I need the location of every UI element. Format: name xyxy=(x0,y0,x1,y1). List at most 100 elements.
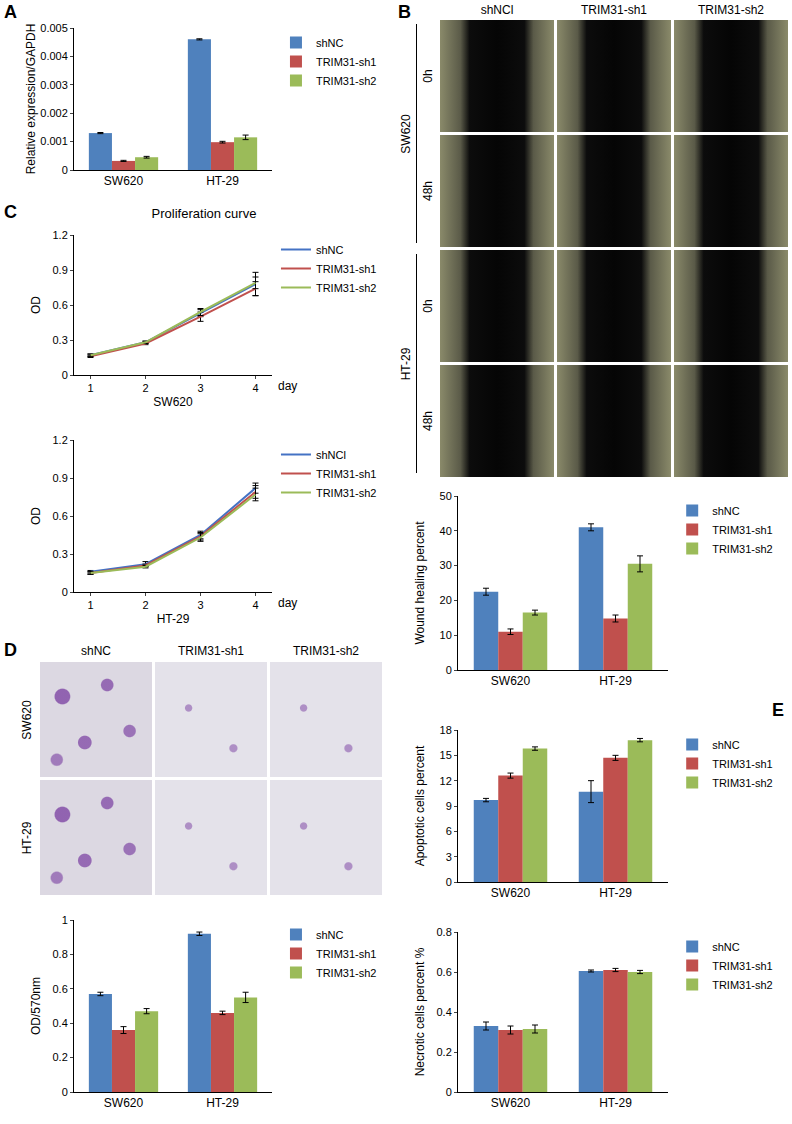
svg-text:1.2: 1.2 xyxy=(53,229,68,241)
svg-text:0.9: 0.9 xyxy=(53,472,68,484)
svg-text:Apoptotic cells percent: Apoptotic cells percent xyxy=(413,745,427,866)
svg-text:HT-29: HT-29 xyxy=(599,674,632,688)
svg-text:TRIM31-sh2: TRIM31-sh2 xyxy=(712,979,773,991)
svg-text:0: 0 xyxy=(62,164,68,176)
svg-text:0.3: 0.3 xyxy=(53,334,68,346)
svg-text:10: 10 xyxy=(440,629,452,641)
svg-text:0: 0 xyxy=(62,1086,68,1098)
svg-text:day: day xyxy=(278,379,297,393)
svg-text:30: 30 xyxy=(440,559,452,571)
svg-text:0: 0 xyxy=(62,586,68,598)
svg-text:0.002: 0.002 xyxy=(40,107,68,119)
svg-text:TRIM31-sh1: TRIM31-sh1 xyxy=(316,56,377,68)
svg-text:HT-29: HT-29 xyxy=(599,886,632,900)
svg-text:12: 12 xyxy=(440,775,452,787)
svg-text:1.2: 1.2 xyxy=(53,434,68,446)
svg-text:0.8: 0.8 xyxy=(437,926,452,938)
svg-text:TRIM31-sh2: TRIM31-sh2 xyxy=(712,543,773,555)
html-text:0h: 0h xyxy=(421,69,435,83)
svg-text:HT-29: HT-29 xyxy=(599,1096,632,1110)
svg-text:0.6: 0.6 xyxy=(53,983,68,995)
svg-text:20: 20 xyxy=(440,594,452,606)
svg-text:3: 3 xyxy=(197,599,203,611)
svg-text:4: 4 xyxy=(252,382,258,394)
svg-text:TRIM31-sh2: TRIM31-sh2 xyxy=(316,487,377,499)
svg-text:40: 40 xyxy=(440,525,452,537)
svg-text:OD: OD xyxy=(29,507,43,525)
svg-text:0.6: 0.6 xyxy=(437,966,452,978)
html-text:48h: 48h xyxy=(421,181,435,201)
svg-text:TRIM31-sh1: TRIM31-sh1 xyxy=(316,263,377,275)
html-text:TRIM31-sh2: TRIM31-sh2 xyxy=(698,3,764,17)
svg-text:TRIM31-sh1: TRIM31-sh1 xyxy=(712,960,773,972)
svg-text:SW620: SW620 xyxy=(491,1096,531,1110)
html-text:SW620: SW620 xyxy=(398,113,412,154)
svg-text:OD/570nm: OD/570nm xyxy=(29,977,43,1035)
svg-text:0.9: 0.9 xyxy=(53,264,68,276)
svg-text:Necrotic cells percent %: Necrotic cells percent % xyxy=(413,947,427,1076)
svg-text:HT-29: HT-29 xyxy=(206,174,239,188)
svg-text:TRIM31-sh1: TRIM31-sh1 xyxy=(316,948,377,960)
svg-text:shNCl: shNCl xyxy=(316,449,346,461)
svg-text:0.4: 0.4 xyxy=(437,1006,452,1018)
svg-text:shNC: shNC xyxy=(316,244,344,256)
svg-text:3: 3 xyxy=(197,382,203,394)
svg-text:18: 18 xyxy=(440,724,452,736)
svg-text:shNC: shNC xyxy=(712,739,740,751)
svg-text:0.2: 0.2 xyxy=(437,1046,452,1058)
svg-text:TRIM31-sh1: TRIM31-sh1 xyxy=(316,468,377,480)
svg-text:Proliferation curve: Proliferation curve xyxy=(152,206,257,221)
svg-text:0.8: 0.8 xyxy=(53,948,68,960)
svg-text:0.005: 0.005 xyxy=(40,22,68,34)
svg-text:0.003: 0.003 xyxy=(40,79,68,91)
svg-text:SW620: SW620 xyxy=(104,1096,144,1110)
svg-text:0.001: 0.001 xyxy=(40,135,68,147)
svg-text:2: 2 xyxy=(142,382,148,394)
svg-text:0.6: 0.6 xyxy=(53,510,68,522)
svg-text:SW620: SW620 xyxy=(104,174,144,188)
svg-text:0.4: 0.4 xyxy=(53,1017,68,1029)
svg-text:1: 1 xyxy=(87,599,93,611)
svg-text:1: 1 xyxy=(87,382,93,394)
svg-text:TRIM31-sh2: TRIM31-sh2 xyxy=(316,282,377,294)
svg-text:shNC: shNC xyxy=(316,929,344,941)
svg-text:0: 0 xyxy=(446,664,452,676)
html-text:48h: 48h xyxy=(421,411,435,431)
svg-text:4: 4 xyxy=(252,599,258,611)
svg-text:day: day xyxy=(278,596,297,610)
svg-text:0.2: 0.2 xyxy=(53,1051,68,1063)
svg-text:0: 0 xyxy=(62,369,68,381)
svg-text:1: 1 xyxy=(62,914,68,926)
html-text:shNCl: shNCl xyxy=(480,3,514,17)
svg-text:Relative expression/GAPDH: Relative expression/GAPDH xyxy=(24,24,38,175)
svg-text:0.004: 0.004 xyxy=(40,50,68,62)
svg-text:6: 6 xyxy=(446,825,452,837)
html-text:0h: 0h xyxy=(421,299,435,313)
svg-text:0.6: 0.6 xyxy=(53,299,68,311)
svg-text:TRIM31-sh2: TRIM31-sh2 xyxy=(712,777,773,789)
svg-text:15: 15 xyxy=(440,749,452,761)
svg-text:2: 2 xyxy=(142,599,148,611)
svg-text:0: 0 xyxy=(446,876,452,888)
svg-text:0: 0 xyxy=(446,1086,452,1098)
svg-text:TRIM31-sh1: TRIM31-sh1 xyxy=(712,758,773,770)
svg-text:Wound healing percent: Wound healing percent xyxy=(413,521,427,645)
svg-text:HT-29: HT-29 xyxy=(206,1096,239,1110)
svg-text:TRIM31-sh2: TRIM31-sh2 xyxy=(316,75,377,87)
svg-text:HT-29: HT-29 xyxy=(157,612,190,626)
svg-text:50: 50 xyxy=(440,490,452,502)
svg-text:3: 3 xyxy=(446,851,452,863)
svg-text:SW620: SW620 xyxy=(153,395,193,409)
svg-text:TRIM31-sh2: TRIM31-sh2 xyxy=(316,967,377,979)
svg-text:0.3: 0.3 xyxy=(53,548,68,560)
svg-text:9: 9 xyxy=(446,800,452,812)
svg-text:SW620: SW620 xyxy=(491,674,531,688)
svg-text:SW620: SW620 xyxy=(491,886,531,900)
svg-text:shNC: shNC xyxy=(712,941,740,953)
svg-text:shNC: shNC xyxy=(712,505,740,517)
svg-text:OD: OD xyxy=(29,296,43,314)
svg-text:TRIM31-sh1: TRIM31-sh1 xyxy=(712,524,773,536)
svg-text:shNC: shNC xyxy=(316,37,344,49)
html-text:TRIM31-sh1: TRIM31-sh1 xyxy=(581,3,647,17)
html-text:HT-29: HT-29 xyxy=(398,347,412,380)
